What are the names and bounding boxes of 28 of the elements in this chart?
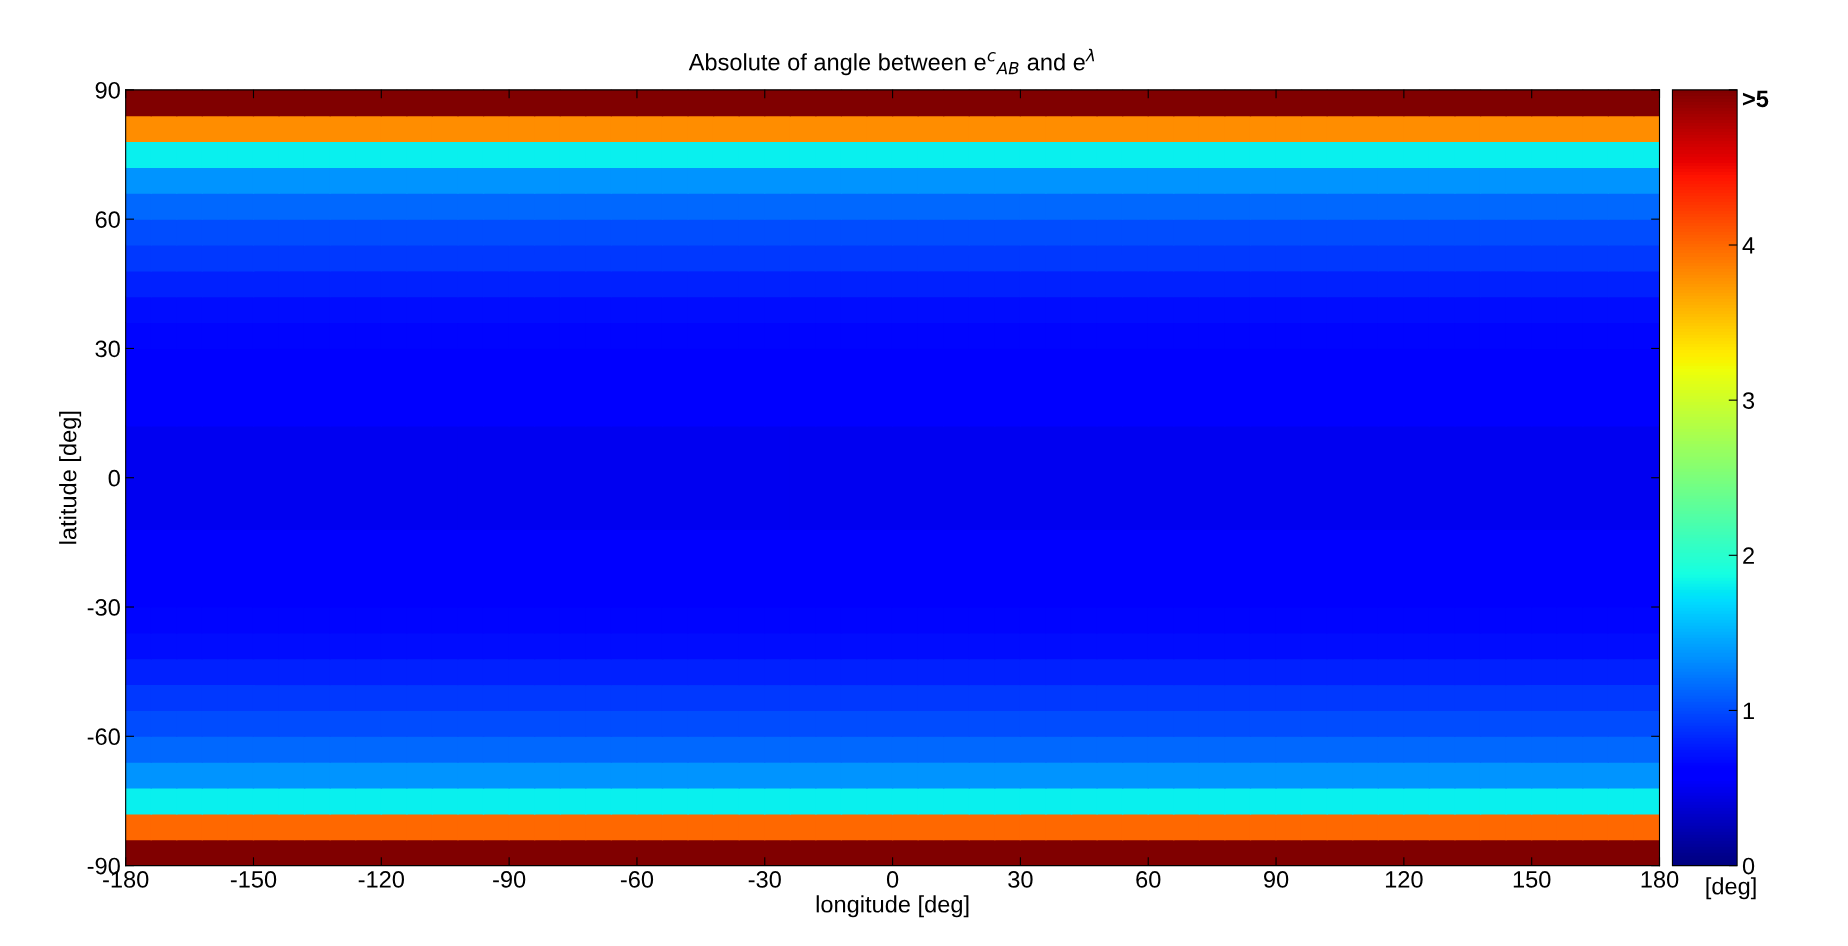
x-tick-label: -60 [620,871,654,888]
x-tick-label: 0 [886,871,899,888]
x-tick-label: -90 [493,871,526,888]
color-bar-label: 3 [1742,392,1755,409]
y-tick-label: 90 [95,81,120,99]
x-tick-label: 150 [1513,871,1551,888]
y-tick-label: 0 [108,469,120,487]
color-bar-title: [deg] [1706,877,1756,900]
y-axis-title: latitude [deg] [59,411,82,544]
x-tick-label: 120 [1385,871,1423,888]
color-bar-label: 2 [1743,547,1754,564]
x-tick-label: 90 [1264,871,1289,888]
x-tick-label: -150 [230,871,277,888]
x-tick-label: 30 [1008,871,1033,888]
color-bar-label: 4 [1742,237,1755,254]
chart-title: Absolute of angle between e$^{c}$$_{AB}$ and e$^{λ}$ [688,48,1095,76]
x-tick-label: 60 [1136,871,1161,888]
y-tick-label: -60 [87,728,120,746]
color-bar-label: 1 [1743,702,1754,719]
y-tick-label: -30 [87,599,120,616]
x-tick-label: -120 [358,871,405,888]
color-bar-label: >5 [1742,90,1769,108]
y-tick-label: 60 [95,211,120,228]
y-tick-label: 30 [95,340,120,358]
x-tick-label: 180 [1641,871,1679,888]
x-axis-title: longitude [deg] [816,895,969,918]
x-tick-label: -30 [748,871,781,888]
color-bar-label: 0 [1742,857,1755,875]
